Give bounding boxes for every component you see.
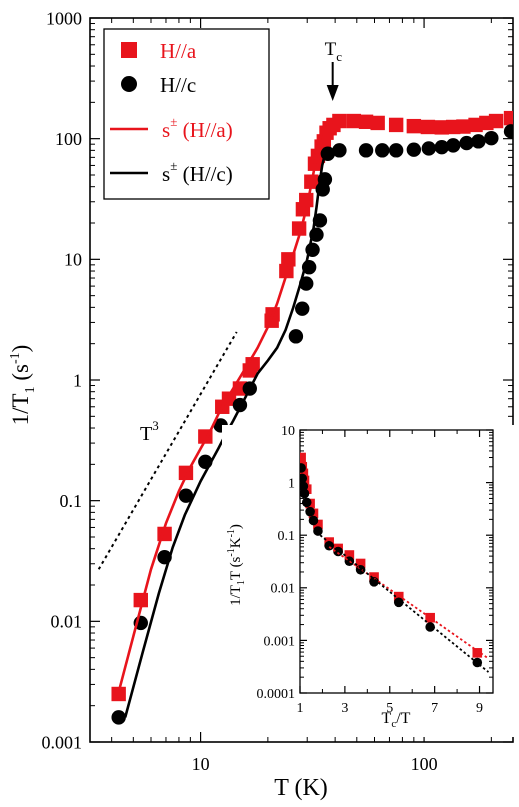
point-h-a bbox=[388, 117, 404, 133]
data-layer bbox=[300, 452, 490, 673]
x-tick-label: 10 bbox=[192, 754, 210, 774]
inset-plot: 1 3 5 7 9 0.0001 0.001 0.01 0.1 1 10 Tc/T 1/T1T (s-1… bbox=[222, 424, 514, 737]
t3-label: T3 bbox=[140, 418, 159, 445]
point-h-a bbox=[434, 120, 449, 135]
point-h-c bbox=[393, 597, 404, 608]
y-tick-label: 0.001 bbox=[42, 732, 83, 752]
point-h-c bbox=[111, 710, 126, 725]
x-tick-label: 9 bbox=[476, 701, 483, 716]
y-tick-label: 0.1 bbox=[60, 491, 83, 511]
point-h-a bbox=[503, 110, 513, 126]
inset-x-axis-label: Tc/T bbox=[382, 710, 411, 730]
point-h-a bbox=[355, 558, 366, 569]
y-tick-label: 1000 bbox=[46, 8, 82, 28]
y-tick-label: 1 bbox=[288, 477, 295, 492]
point-h-c bbox=[369, 577, 379, 587]
point-h-c bbox=[358, 143, 374, 158]
point-h-c bbox=[301, 497, 312, 508]
point-h-c bbox=[425, 622, 435, 632]
tc-arrow-head bbox=[326, 85, 339, 101]
x-tick-label: 3 bbox=[341, 701, 348, 716]
data-layer bbox=[97, 110, 513, 725]
point-h-a bbox=[300, 468, 309, 479]
point-h-c bbox=[434, 139, 449, 155]
point-h-c bbox=[300, 488, 310, 499]
legend-label-s-h-a: s± (H//a) bbox=[162, 114, 233, 142]
legend-marker-h-c bbox=[121, 76, 137, 92]
y-tick-label: 0.1 bbox=[278, 529, 296, 544]
y-tick-label: 1 bbox=[73, 370, 82, 390]
point-h-c bbox=[375, 143, 390, 158]
point-h-c bbox=[313, 526, 323, 536]
y-tick-label: 100 bbox=[55, 129, 82, 149]
y-tick-label: 0.01 bbox=[51, 612, 83, 632]
y-tick-label: 0.01 bbox=[271, 582, 296, 597]
series-line-fit-h-c bbox=[319, 534, 490, 673]
legend: H//a H//c s± (H//a) s± (H//c) bbox=[103, 28, 270, 200]
point-h-a bbox=[420, 119, 436, 135]
point-h-c bbox=[421, 141, 437, 156]
point-h-c bbox=[332, 143, 347, 158]
x-tick-label: 5 bbox=[386, 701, 393, 716]
point-h-a bbox=[406, 118, 422, 134]
point-h-c bbox=[503, 124, 513, 139]
y-axis-label: 1/T1 (s-1) bbox=[8, 345, 38, 426]
point-h-c bbox=[288, 329, 304, 344]
point-h-c bbox=[445, 138, 461, 153]
legend-label-h-c: H//c bbox=[160, 73, 196, 97]
tc-label: Tc bbox=[325, 39, 343, 64]
point-h-a bbox=[425, 612, 435, 623]
point-h-a bbox=[358, 114, 374, 129]
legend-label-s-h-c: s± (H//c) bbox=[162, 158, 233, 186]
point-h-a bbox=[332, 113, 347, 129]
legend-marker-h-a bbox=[121, 42, 137, 58]
x-tick-label: 100 bbox=[411, 754, 438, 774]
point-h-c bbox=[300, 463, 306, 473]
inset-y-axis-label: 1/T1T (s-1K-1) bbox=[226, 524, 247, 606]
point-h-c bbox=[300, 481, 309, 492]
series-line-s-h-a bbox=[115, 120, 336, 702]
series-line-t-3 bbox=[97, 331, 238, 570]
point-h-a bbox=[488, 113, 504, 129]
legend-label-h-a: H//a bbox=[160, 39, 197, 63]
point-h-c bbox=[388, 143, 404, 158]
point-h-c bbox=[308, 515, 319, 526]
plot-frame bbox=[299, 429, 494, 694]
point-h-c bbox=[406, 142, 422, 157]
x-tick-label: 7 bbox=[431, 701, 438, 716]
point-h-c bbox=[484, 130, 499, 146]
point-h-c bbox=[333, 546, 343, 557]
y-tick-label: 10 bbox=[281, 424, 295, 439]
point-h-c bbox=[305, 506, 315, 517]
point-h-a bbox=[456, 119, 471, 134]
y-tick-label: 0.001 bbox=[264, 634, 296, 649]
point-h-a bbox=[472, 648, 483, 658]
x-axis-label: T (K) bbox=[274, 775, 328, 801]
point-h-a bbox=[300, 452, 306, 463]
y-tick-label: 0.0001 bbox=[257, 687, 296, 702]
series-line-s-h-c bbox=[123, 148, 336, 718]
point-h-c bbox=[471, 134, 486, 149]
point-h-a bbox=[313, 519, 323, 530]
x-tick-label: 1 bbox=[297, 701, 304, 716]
point-h-a bbox=[346, 113, 362, 129]
y-tick-label: 10 bbox=[64, 250, 82, 270]
point-h-c bbox=[300, 473, 308, 484]
point-h-c bbox=[324, 540, 334, 551]
point-h-c bbox=[459, 135, 474, 151]
series-line-fit-h-a bbox=[328, 546, 490, 660]
point-h-a bbox=[344, 550, 355, 560]
point-h-c bbox=[178, 488, 194, 503]
point-h-c bbox=[295, 301, 310, 316]
point-h-a bbox=[370, 115, 385, 131]
